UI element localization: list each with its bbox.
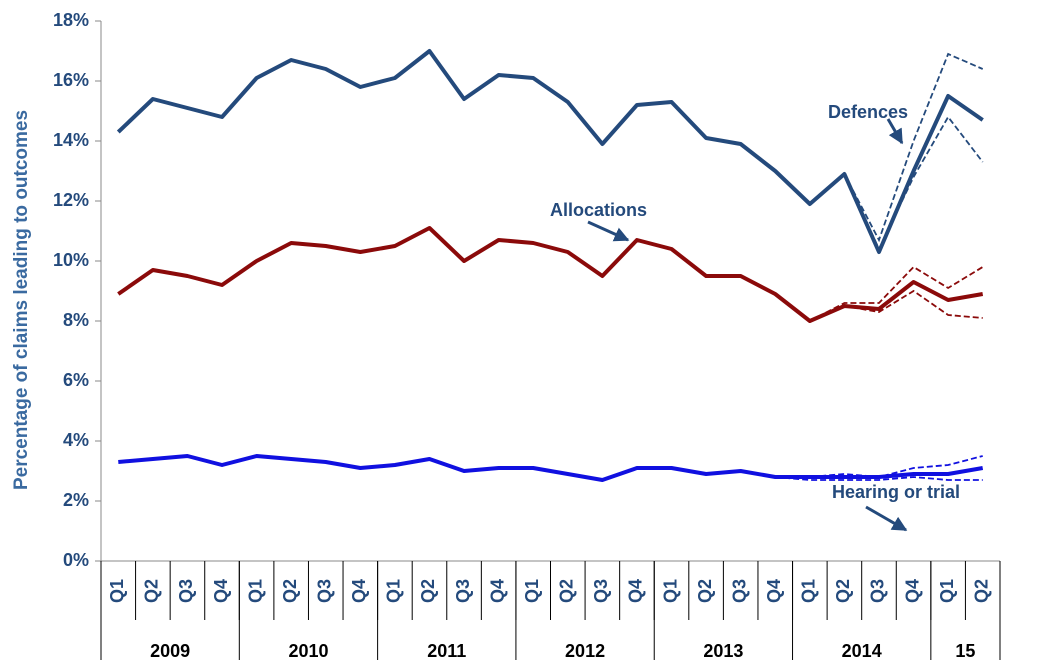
x-tick-label: Q1 <box>384 579 404 603</box>
series-line <box>116 49 984 254</box>
x-tick-label: Q2 <box>557 579 577 603</box>
x-tick-label: Q1 <box>660 579 680 603</box>
y-tick-label: 16% <box>53 70 89 90</box>
x-tick-label: Q2 <box>971 579 991 603</box>
y-tick-label: 14% <box>53 130 89 150</box>
year-label: 2012 <box>565 641 605 660</box>
series-label: Hearing or trial <box>832 482 960 502</box>
x-tick-label: Q1 <box>799 579 819 603</box>
y-tick-label: 4% <box>63 430 89 450</box>
x-tick-label: Q3 <box>868 579 888 603</box>
year-label: 2013 <box>703 641 743 660</box>
y-tick-label: 10% <box>53 250 89 270</box>
y-tick-label: 2% <box>63 490 89 510</box>
y-tick-label: 8% <box>63 310 89 330</box>
annotation-arrow <box>587 220 630 242</box>
x-tick-label: Q4 <box>764 579 784 603</box>
interval-line <box>809 265 984 322</box>
annotation-arrow <box>886 118 904 145</box>
year-label: 2011 <box>427 641 466 660</box>
year-label: 2009 <box>150 641 190 660</box>
x-tick-label: Q1 <box>937 579 957 603</box>
x-tick-label: Q2 <box>695 579 715 603</box>
x-tick-label: Q3 <box>315 579 335 603</box>
year-label: 2010 <box>288 641 328 660</box>
year-label: 2014 <box>842 641 882 660</box>
year-label: 15 <box>955 641 975 660</box>
y-tick-label: 12% <box>53 190 89 210</box>
x-tick-label: Q2 <box>142 579 162 603</box>
x-tick-label: Q2 <box>833 579 853 603</box>
x-tick-label: Q4 <box>211 579 231 603</box>
x-tick-label: Q4 <box>349 579 369 603</box>
series-label: Allocations <box>550 200 647 220</box>
x-tick-label: Q1 <box>245 579 265 603</box>
interval-line <box>843 52 984 243</box>
series-line <box>117 226 984 323</box>
x-tick-label: Q4 <box>626 579 646 603</box>
y-axis-label: Percentage of claims leading to outcomes <box>11 110 32 490</box>
x-tick-label: Q3 <box>729 579 749 603</box>
series-line <box>118 454 984 482</box>
x-tick-label: Q3 <box>453 579 473 603</box>
x-tick-label: Q3 <box>176 579 196 603</box>
y-tick-label: 18% <box>53 10 89 30</box>
interval-line <box>843 115 984 252</box>
x-tick-label: Q2 <box>280 579 300 603</box>
x-tick-label: Q2 <box>418 579 438 603</box>
annotation-arrow <box>865 505 908 532</box>
x-tick-label: Q4 <box>902 579 922 603</box>
interval-line <box>775 476 983 481</box>
x-tick-label: Q3 <box>591 579 611 603</box>
series-label: Defences <box>828 102 908 122</box>
y-tick-label: 6% <box>63 370 89 390</box>
y-tick-label: 0% <box>63 550 89 570</box>
x-tick-label: Q1 <box>522 579 542 603</box>
x-tick-label: Q1 <box>107 579 127 603</box>
x-tick-label: Q4 <box>487 579 507 603</box>
